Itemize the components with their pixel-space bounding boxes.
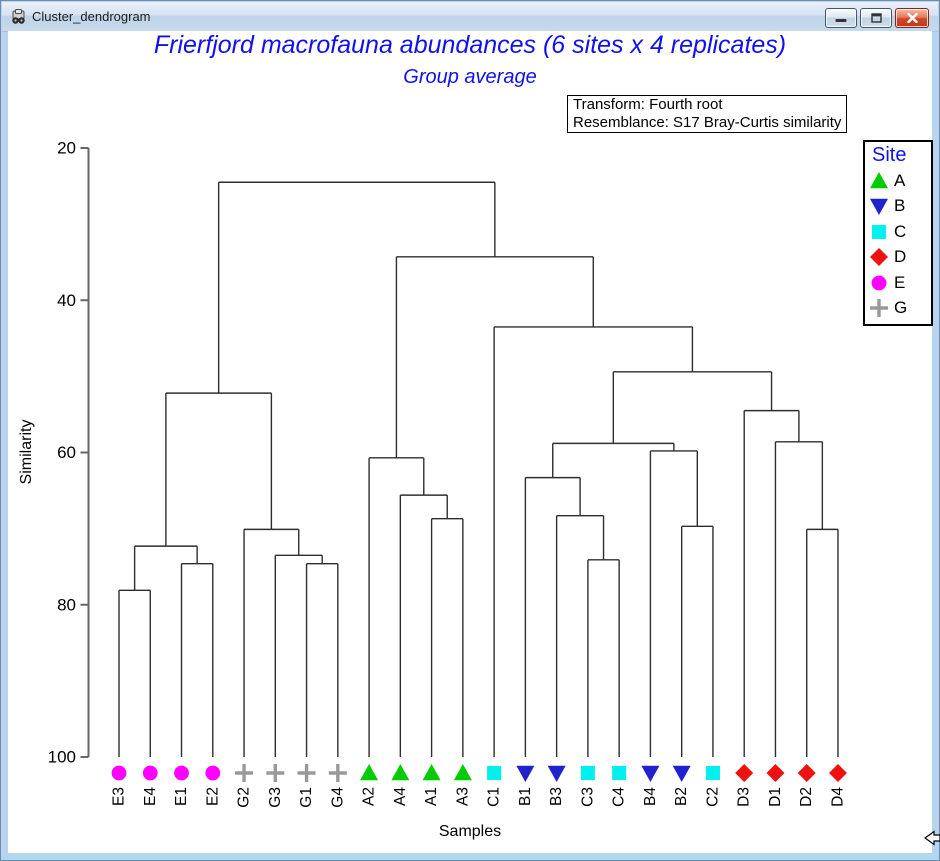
- title-bar[interactable]: Cluster_dendrogram: [2, 2, 938, 32]
- maximize-button[interactable]: [860, 8, 892, 28]
- y-axis-label: Similarity: [18, 419, 35, 485]
- square-icon: [871, 224, 887, 239]
- window-title: Cluster_dendrogram: [32, 9, 151, 24]
- legend-symbol-B: [870, 199, 888, 216]
- x-axis-label: Samples: [438, 823, 502, 840]
- legend-title: Site: [872, 144, 907, 166]
- window-icon: [12, 9, 25, 24]
- legend-symbol-A: [870, 171, 888, 188]
- circle-icon: [871, 275, 887, 291]
- resemblance-line: Resemblance: S17 Bray-Curtis similarity: [573, 114, 842, 131]
- maximize-icon: [870, 13, 882, 23]
- legend-entry-label: B: [894, 196, 906, 216]
- legend-entry-label: G: [894, 298, 908, 318]
- diamond-icon: [870, 248, 888, 267]
- plot-canvas: [8, 31, 932, 853]
- triangle-up-icon: [870, 171, 888, 188]
- legend-entry-label: E: [894, 272, 906, 292]
- plus-icon: [870, 299, 888, 318]
- legend-entry-G: G: [869, 296, 931, 322]
- legend-entry-label: A: [894, 170, 906, 190]
- transform-line: Transform: Fourth root: [573, 96, 723, 113]
- legend-entry-label: D: [894, 247, 907, 267]
- close-icon: [906, 13, 918, 23]
- legend-entry-C: C: [869, 219, 931, 245]
- legend-symbol-C: [871, 224, 887, 239]
- triangle-down-icon: [870, 199, 888, 216]
- close-button[interactable]: [895, 8, 929, 28]
- legend-entry-D: D: [869, 245, 931, 271]
- legend-symbol-G: [870, 299, 888, 318]
- chart-subtitle: Group average: [403, 66, 537, 88]
- mouse-cursor-icon: [924, 830, 940, 846]
- legend-symbol-E: [871, 275, 887, 291]
- legend-entry-E: E: [869, 270, 931, 296]
- window-bottom-edge: [2, 856, 938, 859]
- legend-entry-B: B: [869, 194, 931, 220]
- legend-entry-A: A: [869, 168, 931, 194]
- legend-entry-label: C: [894, 221, 907, 241]
- minimize-button[interactable]: [825, 8, 857, 28]
- legend-symbol-D: [870, 248, 888, 267]
- minimize-icon: [835, 19, 847, 22]
- chart-title: Frierfjord macrofauna abundances (6 site…: [153, 31, 787, 59]
- transform-info-box: Transform: Fourth root Resemblance: S17 …: [567, 95, 848, 133]
